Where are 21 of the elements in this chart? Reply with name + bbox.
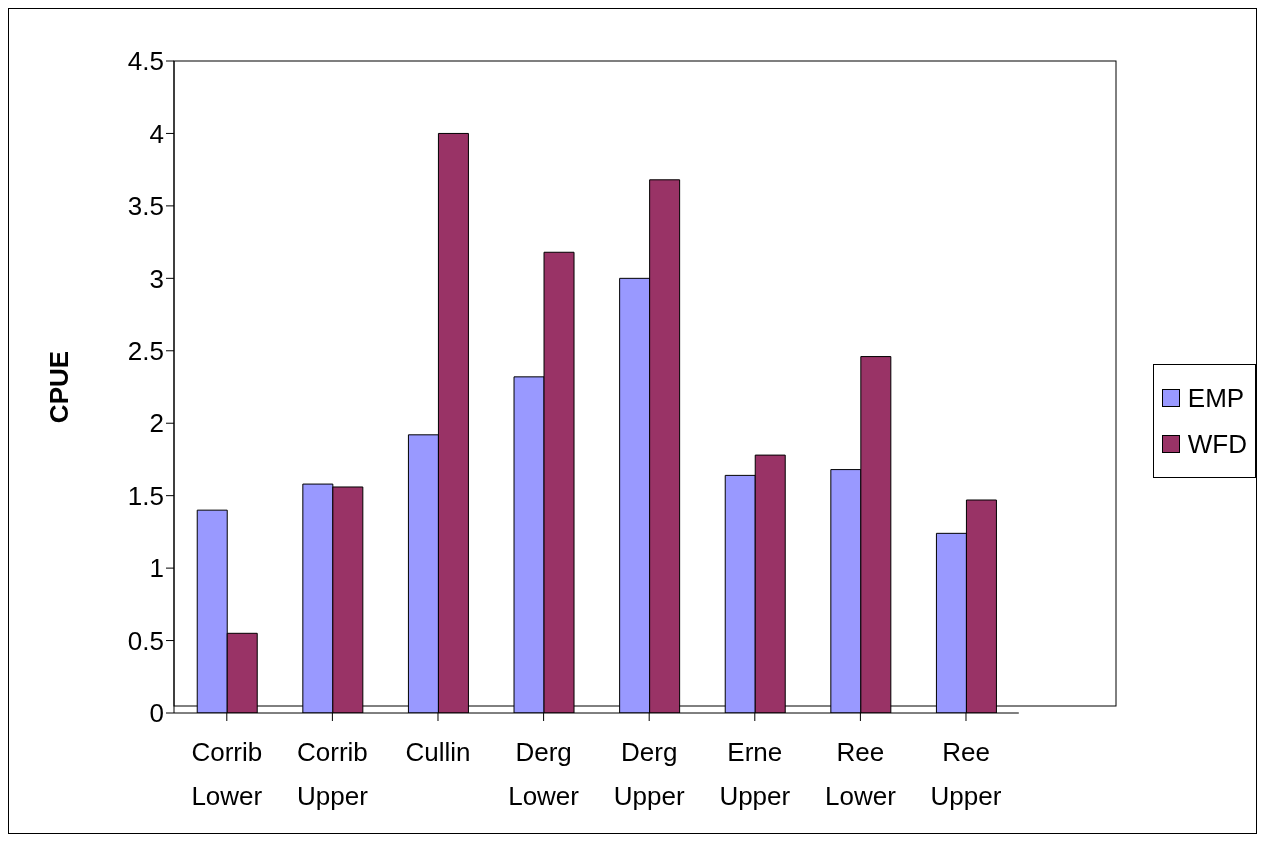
y-tick-label: 4: [149, 118, 164, 149]
y-tick-label: 1.5: [127, 480, 164, 511]
legend-label: WFD: [1187, 428, 1247, 460]
x-tick-label: Ree Upper: [930, 737, 1002, 811]
y-tick-label: 0.5: [127, 625, 164, 656]
y-tick-label: 2: [149, 408, 164, 439]
y-tick-label: 3.5: [127, 191, 164, 222]
y-tick-label: 3: [149, 263, 164, 294]
x-tick-label: Derg Lower: [508, 737, 580, 811]
x-tick-label: Cullin: [405, 737, 471, 767]
x-tick-label: Corrib Lower: [191, 737, 263, 811]
x-tick-label: Derg Upper: [613, 737, 685, 811]
x-tick-label: Ree Lower: [824, 737, 897, 811]
y-tick-label: 4.5: [127, 46, 164, 77]
y-tick-label: 0: [149, 698, 164, 729]
legend-label: EMP: [1187, 382, 1245, 414]
y-tick-label: 2.5: [127, 336, 164, 367]
x-tick-label: Erne Upper: [719, 737, 791, 811]
y-tick-label: 1: [149, 553, 164, 584]
x-tick-label: Corrib Upper: [296, 737, 369, 811]
y-axis-title: CPUE: [44, 350, 75, 424]
